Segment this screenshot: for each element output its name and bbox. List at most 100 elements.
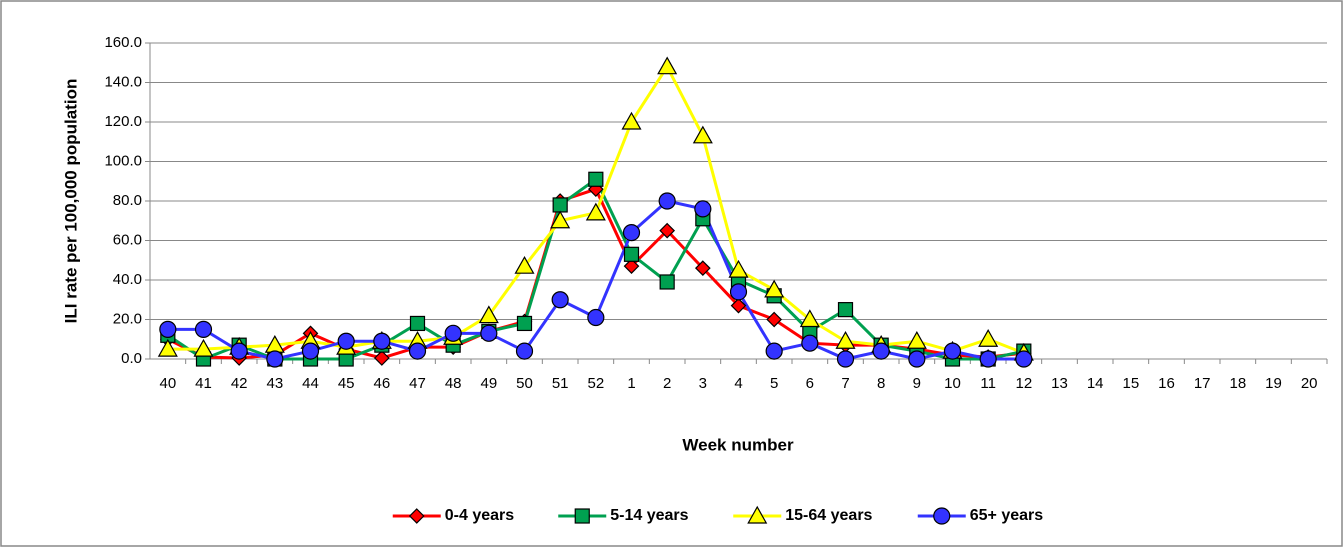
x-tick-label: 14 bbox=[1087, 375, 1104, 392]
x-tick-label: 45 bbox=[338, 375, 355, 392]
marker bbox=[266, 350, 284, 368]
x-tick-label: 16 bbox=[1158, 375, 1175, 392]
x-tick-label: 52 bbox=[587, 375, 604, 392]
x-tick-label: 17 bbox=[1194, 375, 1211, 392]
y-tick-label: 20.0 bbox=[113, 310, 142, 327]
x-tick-label: 40 bbox=[159, 375, 176, 392]
marker bbox=[730, 297, 747, 314]
marker bbox=[766, 311, 783, 328]
marker bbox=[514, 255, 535, 274]
marker bbox=[872, 342, 890, 360]
x-tick-label: 12 bbox=[1015, 375, 1032, 392]
marker bbox=[658, 192, 676, 210]
marker bbox=[747, 505, 768, 524]
marker bbox=[444, 324, 462, 342]
x-tick-label: 5 bbox=[770, 375, 778, 392]
x-tick-label: 1 bbox=[627, 375, 635, 392]
marker bbox=[337, 332, 355, 350]
marker bbox=[906, 331, 927, 349]
marker bbox=[194, 320, 213, 338]
marker bbox=[729, 283, 748, 301]
marker bbox=[728, 259, 749, 278]
x-tick-label: 6 bbox=[806, 375, 814, 392]
marker bbox=[574, 508, 590, 524]
y-tick-label: 100.0 bbox=[104, 152, 142, 169]
marker bbox=[765, 342, 783, 360]
marker bbox=[588, 171, 604, 187]
marker bbox=[409, 315, 426, 332]
marker bbox=[764, 279, 785, 298]
marker bbox=[836, 350, 855, 368]
marker bbox=[587, 308, 605, 327]
x-tick-label: 13 bbox=[1051, 375, 1068, 392]
marker bbox=[515, 342, 534, 360]
marker bbox=[622, 224, 641, 242]
marker bbox=[585, 202, 606, 221]
legend-label: 0-4 years bbox=[445, 507, 514, 524]
x-tick-label: 11 bbox=[980, 375, 996, 392]
marker bbox=[478, 305, 499, 324]
marker bbox=[799, 309, 820, 328]
marker bbox=[978, 329, 999, 347]
marker bbox=[408, 342, 427, 360]
marker bbox=[835, 331, 856, 349]
marker bbox=[659, 222, 676, 239]
x-tick-label: 41 bbox=[195, 375, 212, 392]
legend-label: 65+ years bbox=[970, 507, 1044, 524]
marker bbox=[908, 350, 926, 368]
legend-label: 5-14 years bbox=[610, 507, 688, 524]
x-tick-label: 3 bbox=[699, 375, 707, 392]
x-tick-label: 10 bbox=[944, 375, 961, 392]
y-tick-label: 160.0 bbox=[104, 34, 142, 51]
marker bbox=[943, 342, 962, 360]
y-axis-title: ILI rate per 100,000 population bbox=[61, 79, 80, 324]
marker bbox=[373, 332, 391, 350]
y-tick-label: 120.0 bbox=[104, 113, 142, 130]
marker bbox=[933, 507, 951, 525]
x-tick-label: 44 bbox=[302, 375, 319, 392]
x-tick-label: 49 bbox=[480, 375, 497, 392]
marker bbox=[408, 508, 425, 524]
x-tick-label: 2 bbox=[663, 375, 671, 392]
x-tick-label: 15 bbox=[1122, 375, 1139, 392]
x-tick-label: 19 bbox=[1265, 375, 1282, 392]
y-tick-label: 40.0 bbox=[113, 271, 142, 288]
marker bbox=[550, 210, 571, 229]
x-tick-label: 9 bbox=[913, 375, 921, 392]
marker bbox=[301, 342, 320, 360]
marker bbox=[692, 125, 713, 144]
x-tick-label: 18 bbox=[1229, 375, 1246, 392]
x-tick-label: 43 bbox=[266, 375, 283, 392]
marker bbox=[694, 260, 711, 276]
x-tick-label: 48 bbox=[445, 375, 462, 392]
y-tick-label: 140.0 bbox=[104, 73, 142, 90]
marker bbox=[230, 342, 248, 360]
x-tick-label: 50 bbox=[516, 375, 533, 392]
y-tick-label: 60.0 bbox=[113, 231, 142, 248]
marker bbox=[801, 334, 819, 352]
marker bbox=[1015, 350, 1033, 368]
marker bbox=[623, 258, 640, 275]
x-tick-label: 4 bbox=[734, 375, 742, 392]
marker bbox=[159, 320, 177, 338]
marker bbox=[552, 197, 568, 213]
x-tick-label: 51 bbox=[552, 375, 569, 392]
marker bbox=[657, 56, 678, 75]
x-tick-label: 42 bbox=[231, 375, 248, 392]
marker bbox=[979, 350, 997, 368]
x-tick-label: 46 bbox=[373, 375, 390, 392]
y-tick-label: 0.0 bbox=[121, 350, 142, 367]
x-axis-title: Week number bbox=[682, 435, 794, 454]
x-tick-label: 47 bbox=[409, 375, 426, 392]
marker bbox=[373, 350, 390, 366]
legend-label: 15-64 years bbox=[785, 507, 872, 524]
marker bbox=[659, 274, 675, 290]
x-tick-label: 7 bbox=[841, 375, 849, 392]
marker bbox=[551, 291, 569, 309]
marker bbox=[516, 315, 533, 332]
marker bbox=[480, 324, 498, 342]
marker bbox=[193, 338, 214, 357]
marker bbox=[694, 200, 712, 218]
marker bbox=[157, 338, 178, 357]
